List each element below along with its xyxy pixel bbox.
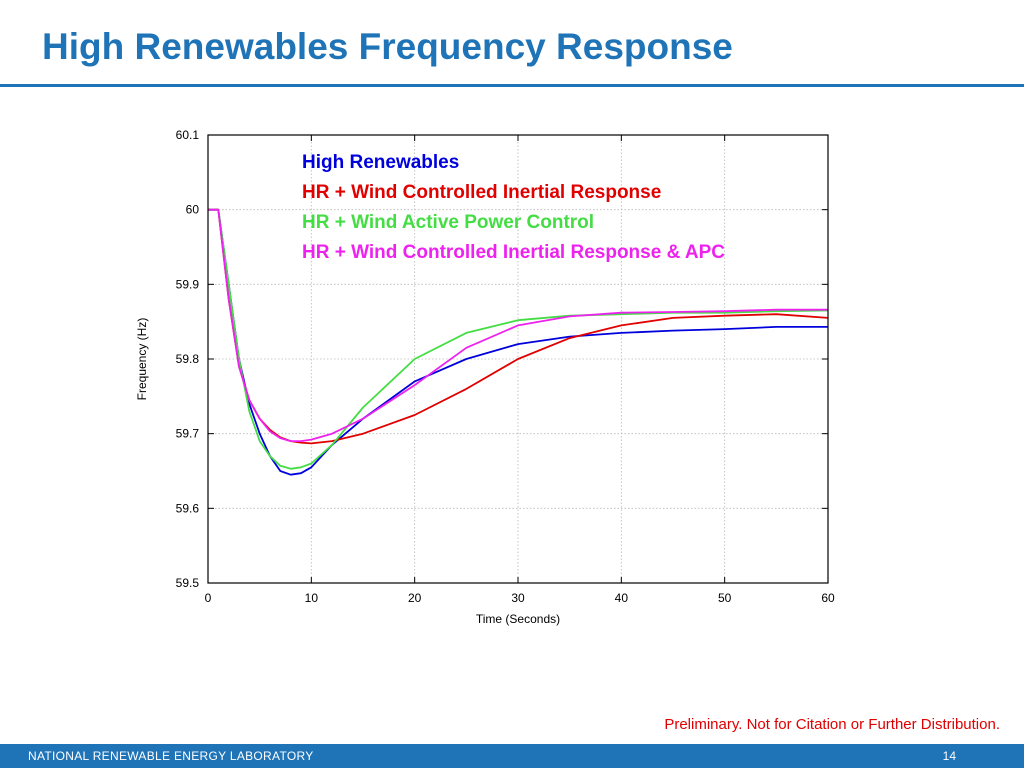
footer-organization: NATIONAL RENEWABLE ENERGY LABORATORY xyxy=(28,749,314,763)
y-tick-label: 59.8 xyxy=(176,352,200,366)
page-number: 14 xyxy=(942,749,956,763)
plot-frame xyxy=(207,134,829,584)
y-axis-label: Frequency (Hz) xyxy=(135,318,149,401)
x-axis-label: Time (Seconds) xyxy=(476,612,560,626)
x-tick-label: 10 xyxy=(305,591,319,605)
y-tick-label: 59.5 xyxy=(176,576,200,590)
y-tick-label: 59.6 xyxy=(176,501,200,515)
x-tick-label: 60 xyxy=(821,591,835,605)
x-tick-label: 40 xyxy=(615,591,629,605)
x-tick-label: 20 xyxy=(408,591,422,605)
legend-entry-3: HR + Wind Active Power Control xyxy=(302,212,594,233)
legend-entry-1: High Renewables xyxy=(302,152,459,173)
frequency-response-chart: 0 10 20 30 40 50 60 59.5 59.6 59.7 59.8 59.9 60 60.1 T… xyxy=(135,128,835,626)
x-tick-label: 30 xyxy=(511,591,525,605)
y-tick-label: 59.7 xyxy=(176,427,200,441)
y-tick-label: 60.1 xyxy=(176,128,200,142)
footer-bar: NATIONAL RENEWABLE ENERGY LABORATORY 14 xyxy=(0,744,1024,768)
y-tick-label: 59.9 xyxy=(176,277,200,291)
legend-entry-2: HR + Wind Controlled Inertial Response xyxy=(302,182,661,203)
series-line-4 xyxy=(208,208,828,442)
disclaimer-text: Preliminary. Not for Citation or Further… xyxy=(664,716,1000,733)
y-tick-label: 60 xyxy=(186,203,200,217)
x-tick-label: 50 xyxy=(718,591,732,605)
x-tick-label: 0 xyxy=(205,591,212,605)
legend-entry-4: HR + Wind Controlled Inertial Response &… xyxy=(302,242,725,263)
title-divider xyxy=(0,84,1024,87)
slide-title: High Renewables Frequency Response xyxy=(42,26,733,67)
